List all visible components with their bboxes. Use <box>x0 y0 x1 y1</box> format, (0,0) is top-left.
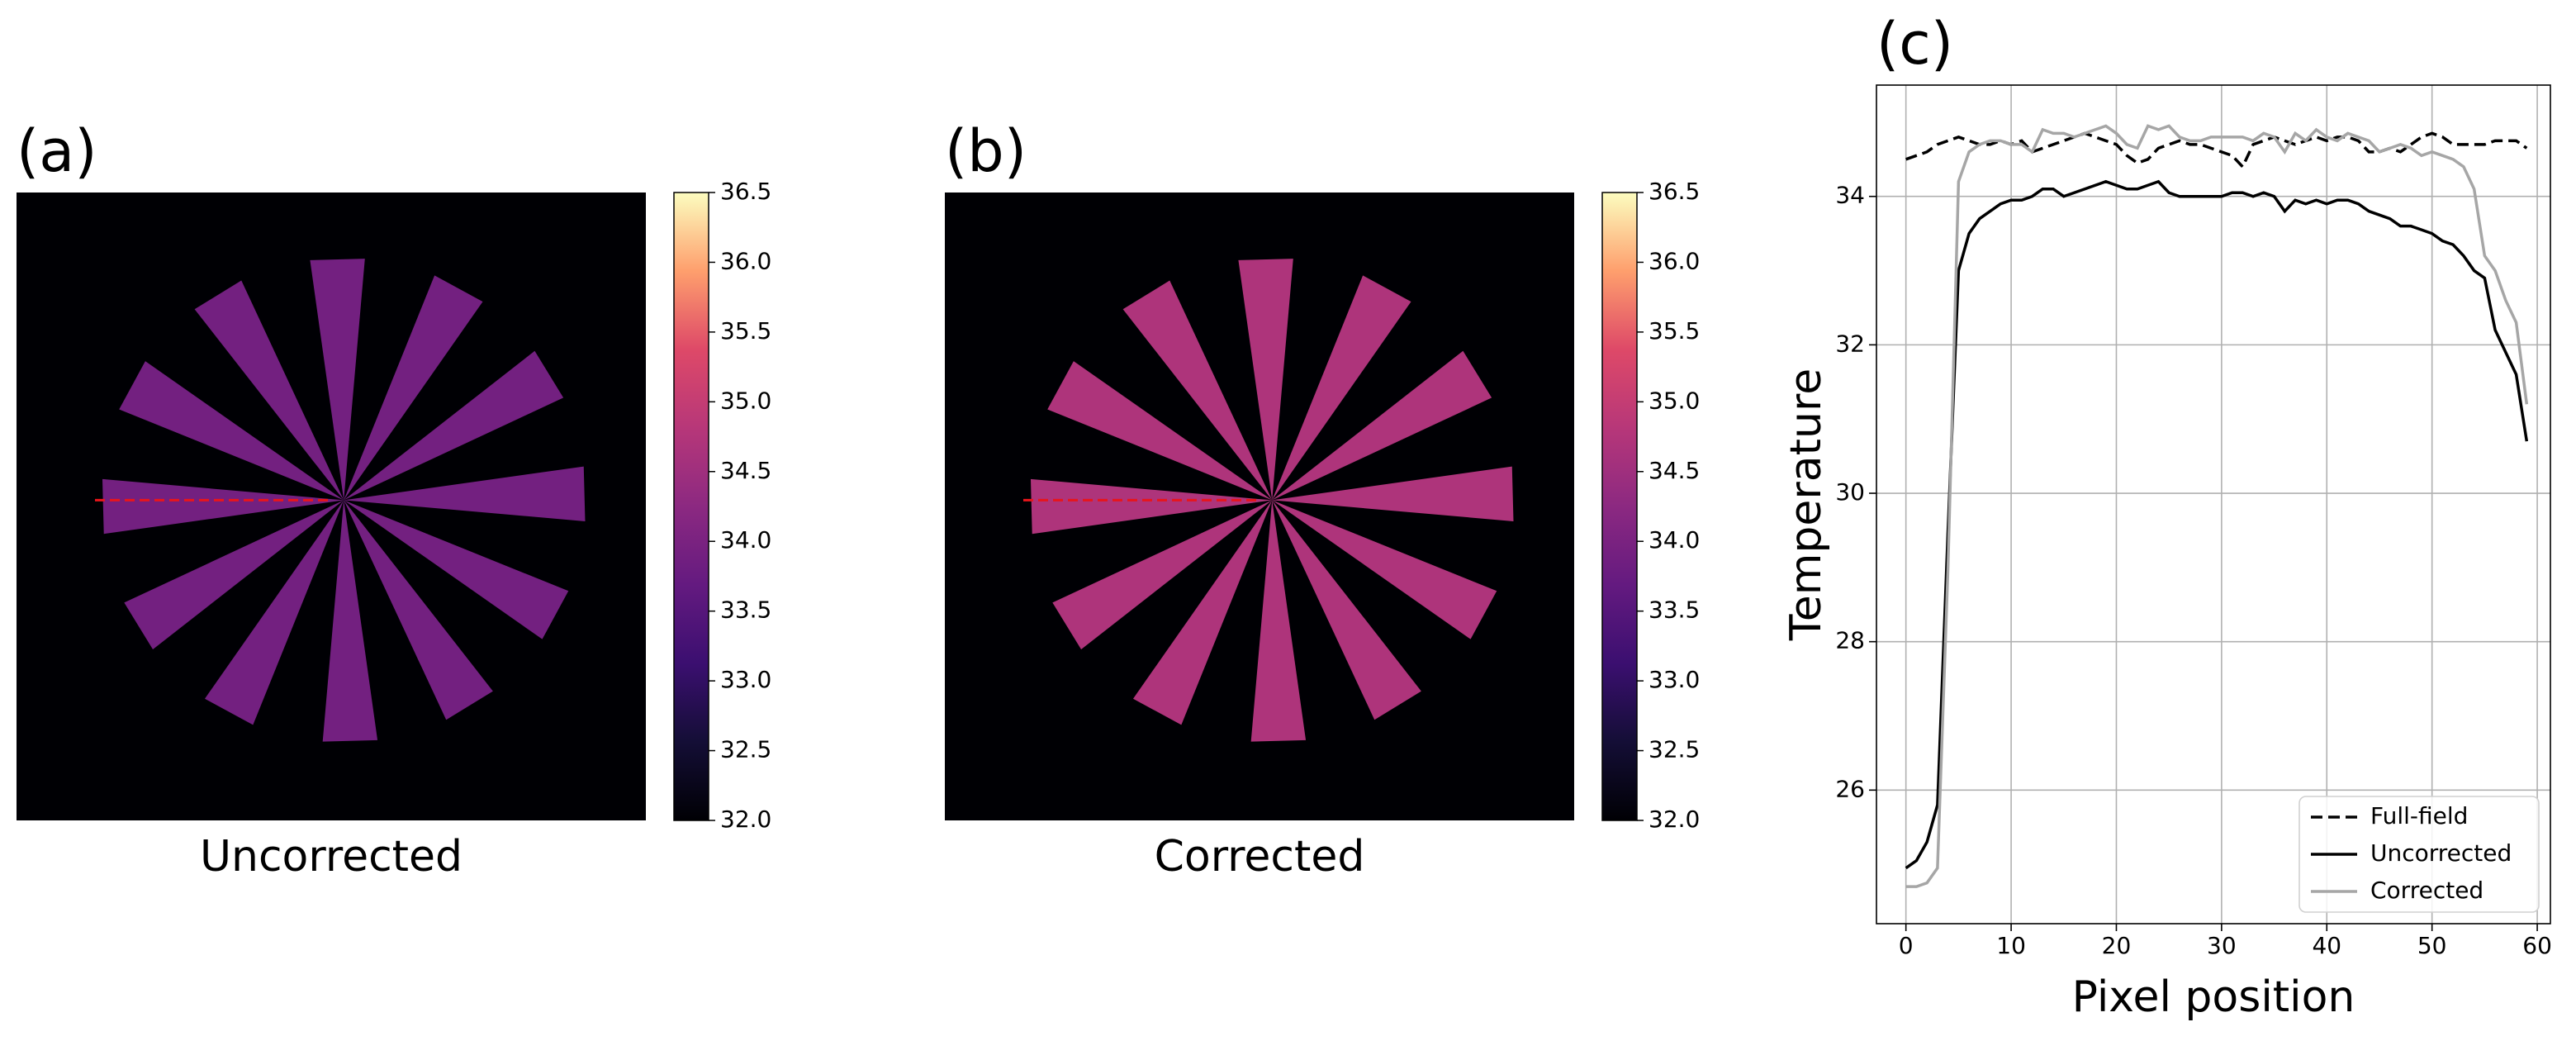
wedge <box>1030 478 1273 535</box>
colorbar-tick-label: 35.0 <box>1649 387 1700 414</box>
colorbar-tick-label: 35.5 <box>720 317 771 345</box>
y-tick-label: 34 <box>1835 182 1865 209</box>
wedge <box>1272 466 1514 521</box>
colorbar <box>1601 192 1638 821</box>
data-line <box>1905 124 2529 888</box>
wedge <box>1272 275 1411 501</box>
x-tick-label: 40 <box>2312 932 2341 959</box>
x-axis-label: Uncorrected <box>200 832 463 882</box>
wedge <box>344 350 564 501</box>
colorbar <box>673 192 709 821</box>
wedge <box>1122 280 1273 501</box>
y-tick-label: 32 <box>1835 330 1865 357</box>
wedge <box>102 478 344 535</box>
wedge <box>119 361 344 501</box>
colorbar-tick-label: 36.0 <box>720 247 771 274</box>
panel-label: (a) <box>17 117 97 185</box>
x-tick-label: 10 <box>1996 932 2026 959</box>
panel-label: (b) <box>945 117 1027 185</box>
wedge <box>344 500 493 720</box>
x-tick-label: 30 <box>2207 932 2237 959</box>
colorbar-tick-label: 33.0 <box>720 666 771 693</box>
x-axis-label: Corrected <box>1155 832 1365 882</box>
wedge <box>204 500 344 725</box>
plot-frame <box>1876 84 2551 925</box>
x-tick-label: 0 <box>1899 932 1914 959</box>
colorbar-tick-label: 33.5 <box>1649 597 1700 624</box>
y-tick-label: 28 <box>1835 627 1865 654</box>
colorbar-tick-label: 32.5 <box>1649 736 1700 763</box>
wedge <box>1272 500 1421 720</box>
wedge <box>344 466 586 521</box>
colorbar-tick-label: 35.5 <box>1649 317 1700 345</box>
colorbar-tick-label: 33.5 <box>720 597 771 624</box>
wedge <box>1272 500 1497 639</box>
x-tick-label: 20 <box>2102 932 2132 959</box>
y-axis-label: Temperature <box>1781 368 1831 641</box>
colorbar-tick-label: 32.0 <box>1649 806 1700 833</box>
data-line <box>1905 179 2529 870</box>
wedge <box>1132 500 1273 725</box>
x-tick-label: 60 <box>2522 932 2552 959</box>
colorbar-tick-label: 34.0 <box>1649 526 1700 554</box>
legend-label: Full-field <box>2370 802 2468 829</box>
colorbar-tick-label: 36.5 <box>1649 178 1700 205</box>
wedge <box>1250 500 1307 742</box>
wedge <box>322 500 378 742</box>
legend-label: Corrected <box>2370 877 2483 904</box>
wedge <box>1052 500 1273 650</box>
colorbar-tick-label: 32.0 <box>720 806 771 833</box>
wedge <box>344 500 569 639</box>
colorbar-tick-label: 35.0 <box>720 387 771 414</box>
panel-label: (c) <box>1876 10 1953 78</box>
colorbar-tick-label: 34.0 <box>720 526 771 554</box>
colorbar-tick-label: 33.0 <box>1649 666 1700 693</box>
wedge <box>1047 361 1273 501</box>
x-axis-label: Pixel position <box>2072 972 2355 1022</box>
wedge <box>310 259 365 501</box>
wedge <box>344 275 483 501</box>
wedge <box>124 500 344 650</box>
legend-label: Uncorrected <box>2370 839 2512 867</box>
wedge <box>194 280 344 501</box>
x-tick-label: 50 <box>2417 932 2447 959</box>
y-tick-label: 26 <box>1835 775 1865 802</box>
legend: Full-field Uncorrected Corrected <box>2298 796 2540 913</box>
colorbar-tick-label: 32.5 <box>720 736 771 763</box>
colorbar-tick-label: 36.5 <box>720 178 771 205</box>
colorbar-tick-label: 34.5 <box>1649 457 1700 484</box>
colorbar-tick-label: 36.0 <box>1649 247 1700 274</box>
wedge <box>1238 259 1293 501</box>
wedge <box>1272 350 1492 501</box>
colorbar-tick-label: 34.5 <box>720 457 771 484</box>
legend-box <box>2298 796 2540 913</box>
y-tick-label: 30 <box>1835 478 1865 506</box>
